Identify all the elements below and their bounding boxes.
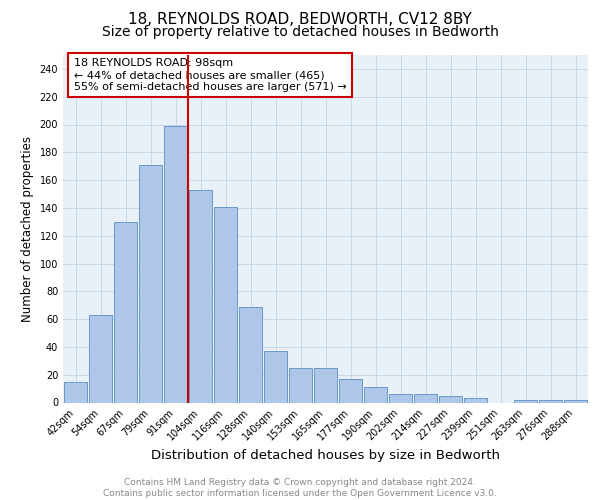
Bar — [89, 315, 112, 402]
Bar — [414, 394, 437, 402]
Bar — [364, 387, 387, 402]
Bar — [214, 206, 237, 402]
Y-axis label: Number of detached properties: Number of detached properties — [21, 136, 34, 322]
Text: Contains HM Land Registry data © Crown copyright and database right 2024.
Contai: Contains HM Land Registry data © Crown c… — [103, 478, 497, 498]
Bar — [464, 398, 487, 402]
Bar — [514, 400, 537, 402]
X-axis label: Distribution of detached houses by size in Bedworth: Distribution of detached houses by size … — [151, 450, 500, 462]
Bar — [189, 190, 212, 402]
Bar — [389, 394, 412, 402]
Bar — [64, 382, 87, 402]
Bar — [439, 396, 462, 402]
Text: 18 REYNOLDS ROAD: 98sqm
← 44% of detached houses are smaller (465)
55% of semi-d: 18 REYNOLDS ROAD: 98sqm ← 44% of detache… — [74, 58, 346, 92]
Text: 18, REYNOLDS ROAD, BEDWORTH, CV12 8BY: 18, REYNOLDS ROAD, BEDWORTH, CV12 8BY — [128, 12, 472, 28]
Bar — [164, 126, 187, 402]
Bar — [239, 306, 262, 402]
Bar — [314, 368, 337, 402]
Text: Size of property relative to detached houses in Bedworth: Size of property relative to detached ho… — [101, 25, 499, 39]
Bar — [339, 379, 362, 402]
Bar — [564, 400, 587, 402]
Bar — [539, 400, 562, 402]
Bar — [264, 351, 287, 403]
Bar — [139, 165, 162, 402]
Bar — [289, 368, 312, 402]
Bar — [114, 222, 137, 402]
